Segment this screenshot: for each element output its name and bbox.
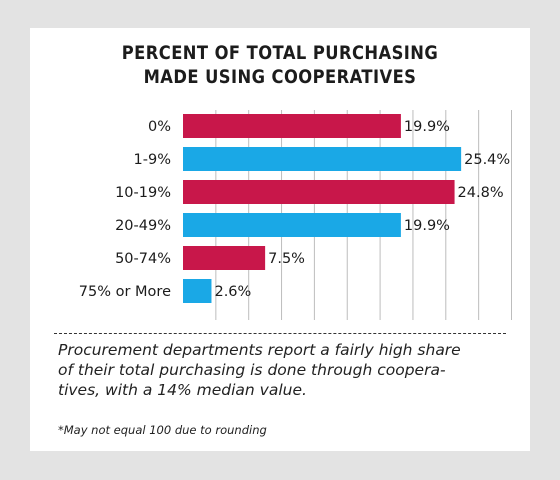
category-label: 0%	[148, 119, 171, 135]
value-label: 24.8%	[458, 185, 504, 201]
caption-line-2: of their total purchasing is done throug…	[58, 361, 446, 379]
value-label: 19.9%	[404, 218, 450, 234]
value-label: 7.5%	[268, 251, 305, 267]
bar-6	[183, 279, 212, 303]
bar-2	[183, 147, 462, 171]
value-label: 25.4%	[464, 152, 510, 168]
chart-card: PERCENT OF TOTAL PURCHASING MADE USING C…	[30, 28, 530, 451]
bar-1	[183, 114, 401, 138]
dashed-divider	[54, 333, 506, 334]
chart-caption: Procurement departments report a fairly …	[58, 340, 518, 400]
footnote: *May not equal 100 due to rounding	[58, 423, 267, 437]
category-label: 75% or More	[79, 284, 171, 300]
caption-line-1: Procurement departments report a fairly …	[58, 341, 461, 359]
bar-5	[183, 246, 266, 270]
category-label: 1-9%	[134, 152, 171, 168]
value-label: 19.9%	[404, 119, 450, 135]
category-label: 50-74%	[115, 251, 171, 267]
bar-chart: 0% 19.9% 1-9% 25.4% 10-19% 24.8% 20-49% 19.9% 50…	[79, 110, 512, 320]
chart-title-line-2: MADE USING COOPERATIVES	[143, 66, 417, 88]
value-label: 2.6%	[214, 284, 251, 300]
caption-line-3: tives, with a 14% median value.	[58, 381, 307, 399]
category-label: 20-49%	[115, 218, 171, 234]
chart-title-line-1: PERCENT OF TOTAL PURCHASING	[121, 42, 439, 64]
bar-4	[183, 213, 401, 237]
bar-3	[183, 180, 455, 204]
category-label: 10-19%	[115, 185, 171, 201]
